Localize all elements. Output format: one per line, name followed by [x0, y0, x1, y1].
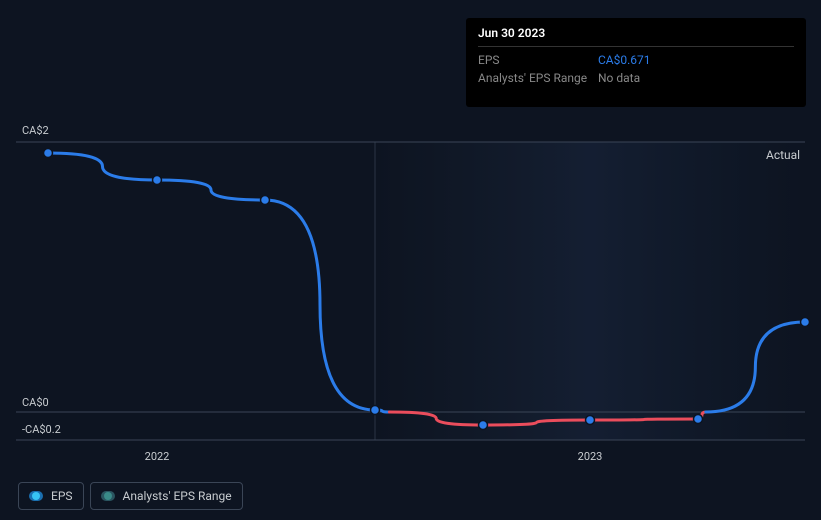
- legend-swatch: [101, 491, 115, 501]
- x-label-2023: 2023: [578, 450, 603, 463]
- legend-label: EPS: [51, 489, 73, 503]
- legend-label: Analysts' EPS Range: [123, 489, 232, 503]
- legend-item-range[interactable]: Analysts' EPS Range: [90, 482, 243, 510]
- tooltip-date: Jun 30 2023: [478, 26, 794, 47]
- eps-chart: CA$2 CA$0 -CA$0.2 2022 2023 Actual Jun 3…: [0, 0, 821, 520]
- tooltip-label: EPS: [478, 53, 598, 67]
- actual-label: Actual: [766, 148, 800, 162]
- tooltip-row-range: Analysts' EPS Range No data: [478, 69, 794, 87]
- tooltip-row-eps: EPS CA$0.671: [478, 51, 794, 69]
- y-label-neg: -CA$0.2: [22, 423, 61, 436]
- tooltip: Jun 30 2023 EPS CA$0.671 Analysts' EPS R…: [466, 18, 806, 107]
- y-label-0: CA$0: [22, 396, 49, 409]
- legend-item-eps[interactable]: EPS: [18, 482, 84, 510]
- tooltip-value: CA$0.671: [598, 53, 651, 67]
- legend: EPS Analysts' EPS Range: [18, 482, 243, 510]
- x-label-2022: 2022: [145, 450, 170, 463]
- tooltip-value: No data: [598, 71, 640, 85]
- tooltip-label: Analysts' EPS Range: [478, 71, 598, 85]
- legend-swatch: [29, 491, 43, 501]
- y-label-2: CA$2: [22, 124, 49, 137]
